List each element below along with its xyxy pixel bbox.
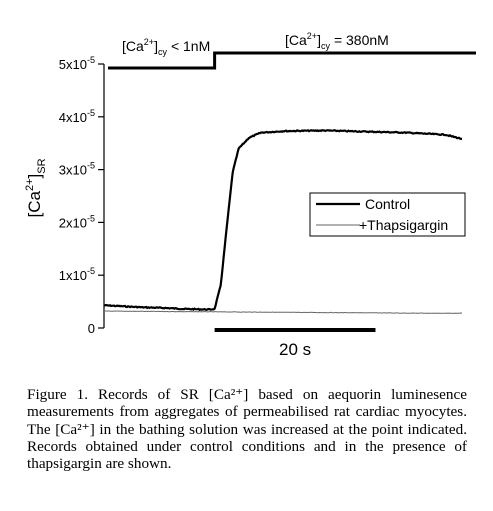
y-tick-label: 5x10-5 xyxy=(59,55,95,72)
stim-after-close: ] xyxy=(317,32,321,48)
y-axis-label-close: ] xyxy=(25,174,44,179)
stim-after-sub: cy xyxy=(321,41,331,51)
y-axis-label-main: [Ca xyxy=(25,191,44,218)
chart: [Ca2+]SR 01x10-52x10-53x10-54x10-55x10-5… xyxy=(24,31,476,359)
legend-label-thapsigargin: +Thapsigargin xyxy=(359,217,448,233)
y-tick-label: 4x10-5 xyxy=(59,108,95,125)
stimulus-label-after: [Ca2+]cy = 380nM xyxy=(285,31,389,51)
stimulus-trace xyxy=(108,51,476,70)
stim-before-sup: 2+ xyxy=(144,37,154,47)
y-tick-label: 3x10-5 xyxy=(59,161,95,178)
stim-before-sub: cy xyxy=(158,47,168,57)
y-axis-label: [Ca2+]SR xyxy=(24,158,48,217)
stim-before-close: ] xyxy=(154,38,158,54)
series-line-control xyxy=(103,128,463,312)
stim-after-sup: 2+ xyxy=(307,31,317,41)
stim-after-main: [Ca xyxy=(285,32,307,48)
legend-box xyxy=(309,192,466,237)
legend: Control +Thapsigargin xyxy=(309,192,466,237)
legend-label-control: Control xyxy=(365,196,410,212)
y-tick-label: 2x10-5 xyxy=(59,213,95,230)
y-axis-label-sub: SR xyxy=(36,158,48,173)
svg-text:[Ca2+]SR: [Ca2+]SR xyxy=(24,158,48,217)
series-group xyxy=(103,128,463,314)
series-line-thapsigargin xyxy=(103,310,463,314)
stim-before-value: < 1nM xyxy=(171,38,210,54)
stim-after-value: = 380nM xyxy=(334,32,389,48)
y-tick-label: 0 xyxy=(88,321,95,336)
y-tick-label: 1x10-5 xyxy=(59,266,95,283)
stim-before-main: [Ca xyxy=(122,38,144,54)
y-ticks: 0 1x10-5 2x10-5 3x10-5 4x10-5 5x10-5 xyxy=(59,55,104,336)
stimulus-label-before: [Ca2+]cy < 1nM xyxy=(122,37,210,57)
y-axis-label-sup: 2+ xyxy=(24,179,36,192)
scale-bar-label: 20 s xyxy=(279,340,311,359)
figure-caption: Figure 1. Records of SR [Ca²⁺] based on … xyxy=(27,386,467,473)
